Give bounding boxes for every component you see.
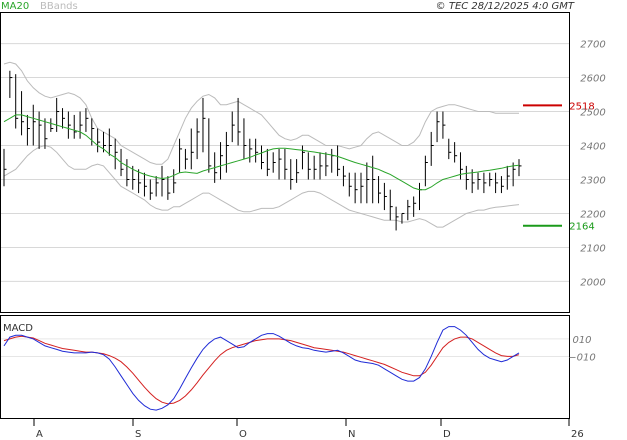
time-axis: A S O N D 26 <box>33 418 584 440</box>
macd-panel-frame <box>0 315 570 419</box>
copyright-label: © TEC 28/12/2025 4:0 GMT <box>436 1 575 12</box>
bbands-legend: BBands <box>40 1 78 12</box>
macd-lines <box>3 326 520 411</box>
bband-lower <box>3 144 520 228</box>
y-tick-label: 2400 <box>580 142 605 153</box>
y-tick-label: 2600 <box>580 74 605 85</box>
x-tick-label: O <box>239 429 247 440</box>
resistance-label: 2518 <box>569 101 594 112</box>
y-tick-label: 2300 <box>580 175 605 186</box>
price-grid <box>1 43 569 282</box>
x-tick-label: N <box>348 429 355 440</box>
y-tick-label: 2100 <box>580 243 605 254</box>
x-tick-label: S <box>135 429 141 440</box>
macd-line <box>3 326 520 411</box>
x-tick-label: D <box>443 429 451 440</box>
price-levels: 2518 2164 <box>523 101 595 233</box>
bollinger-bands <box>3 61 520 228</box>
y-tick-label: 2700 <box>580 40 605 51</box>
ohlc-bars <box>3 70 522 231</box>
ma20-line <box>3 114 520 191</box>
x-tick-label: 26 <box>571 429 584 440</box>
macd-tick-label: −010 <box>568 352 595 363</box>
y-tick-label: 2500 <box>580 108 605 119</box>
x-tick-label: A <box>36 429 43 440</box>
y-tick-label: 2000 <box>580 277 605 288</box>
macd-grid <box>1 338 569 357</box>
ma20-legend: MA20 <box>1 1 29 12</box>
ma20-path <box>3 114 520 191</box>
support-label: 2164 <box>569 222 594 233</box>
macd-tick-label: 010 <box>572 335 591 346</box>
macd-panel-label: MACD <box>3 323 33 334</box>
bband-upper <box>3 61 519 165</box>
price-axis: 2000 2100 2200 2300 2400 2500 2600 2700 <box>580 40 605 289</box>
macd-axis: 010 −010 <box>568 335 595 364</box>
y-tick-label: 2200 <box>580 209 605 220</box>
